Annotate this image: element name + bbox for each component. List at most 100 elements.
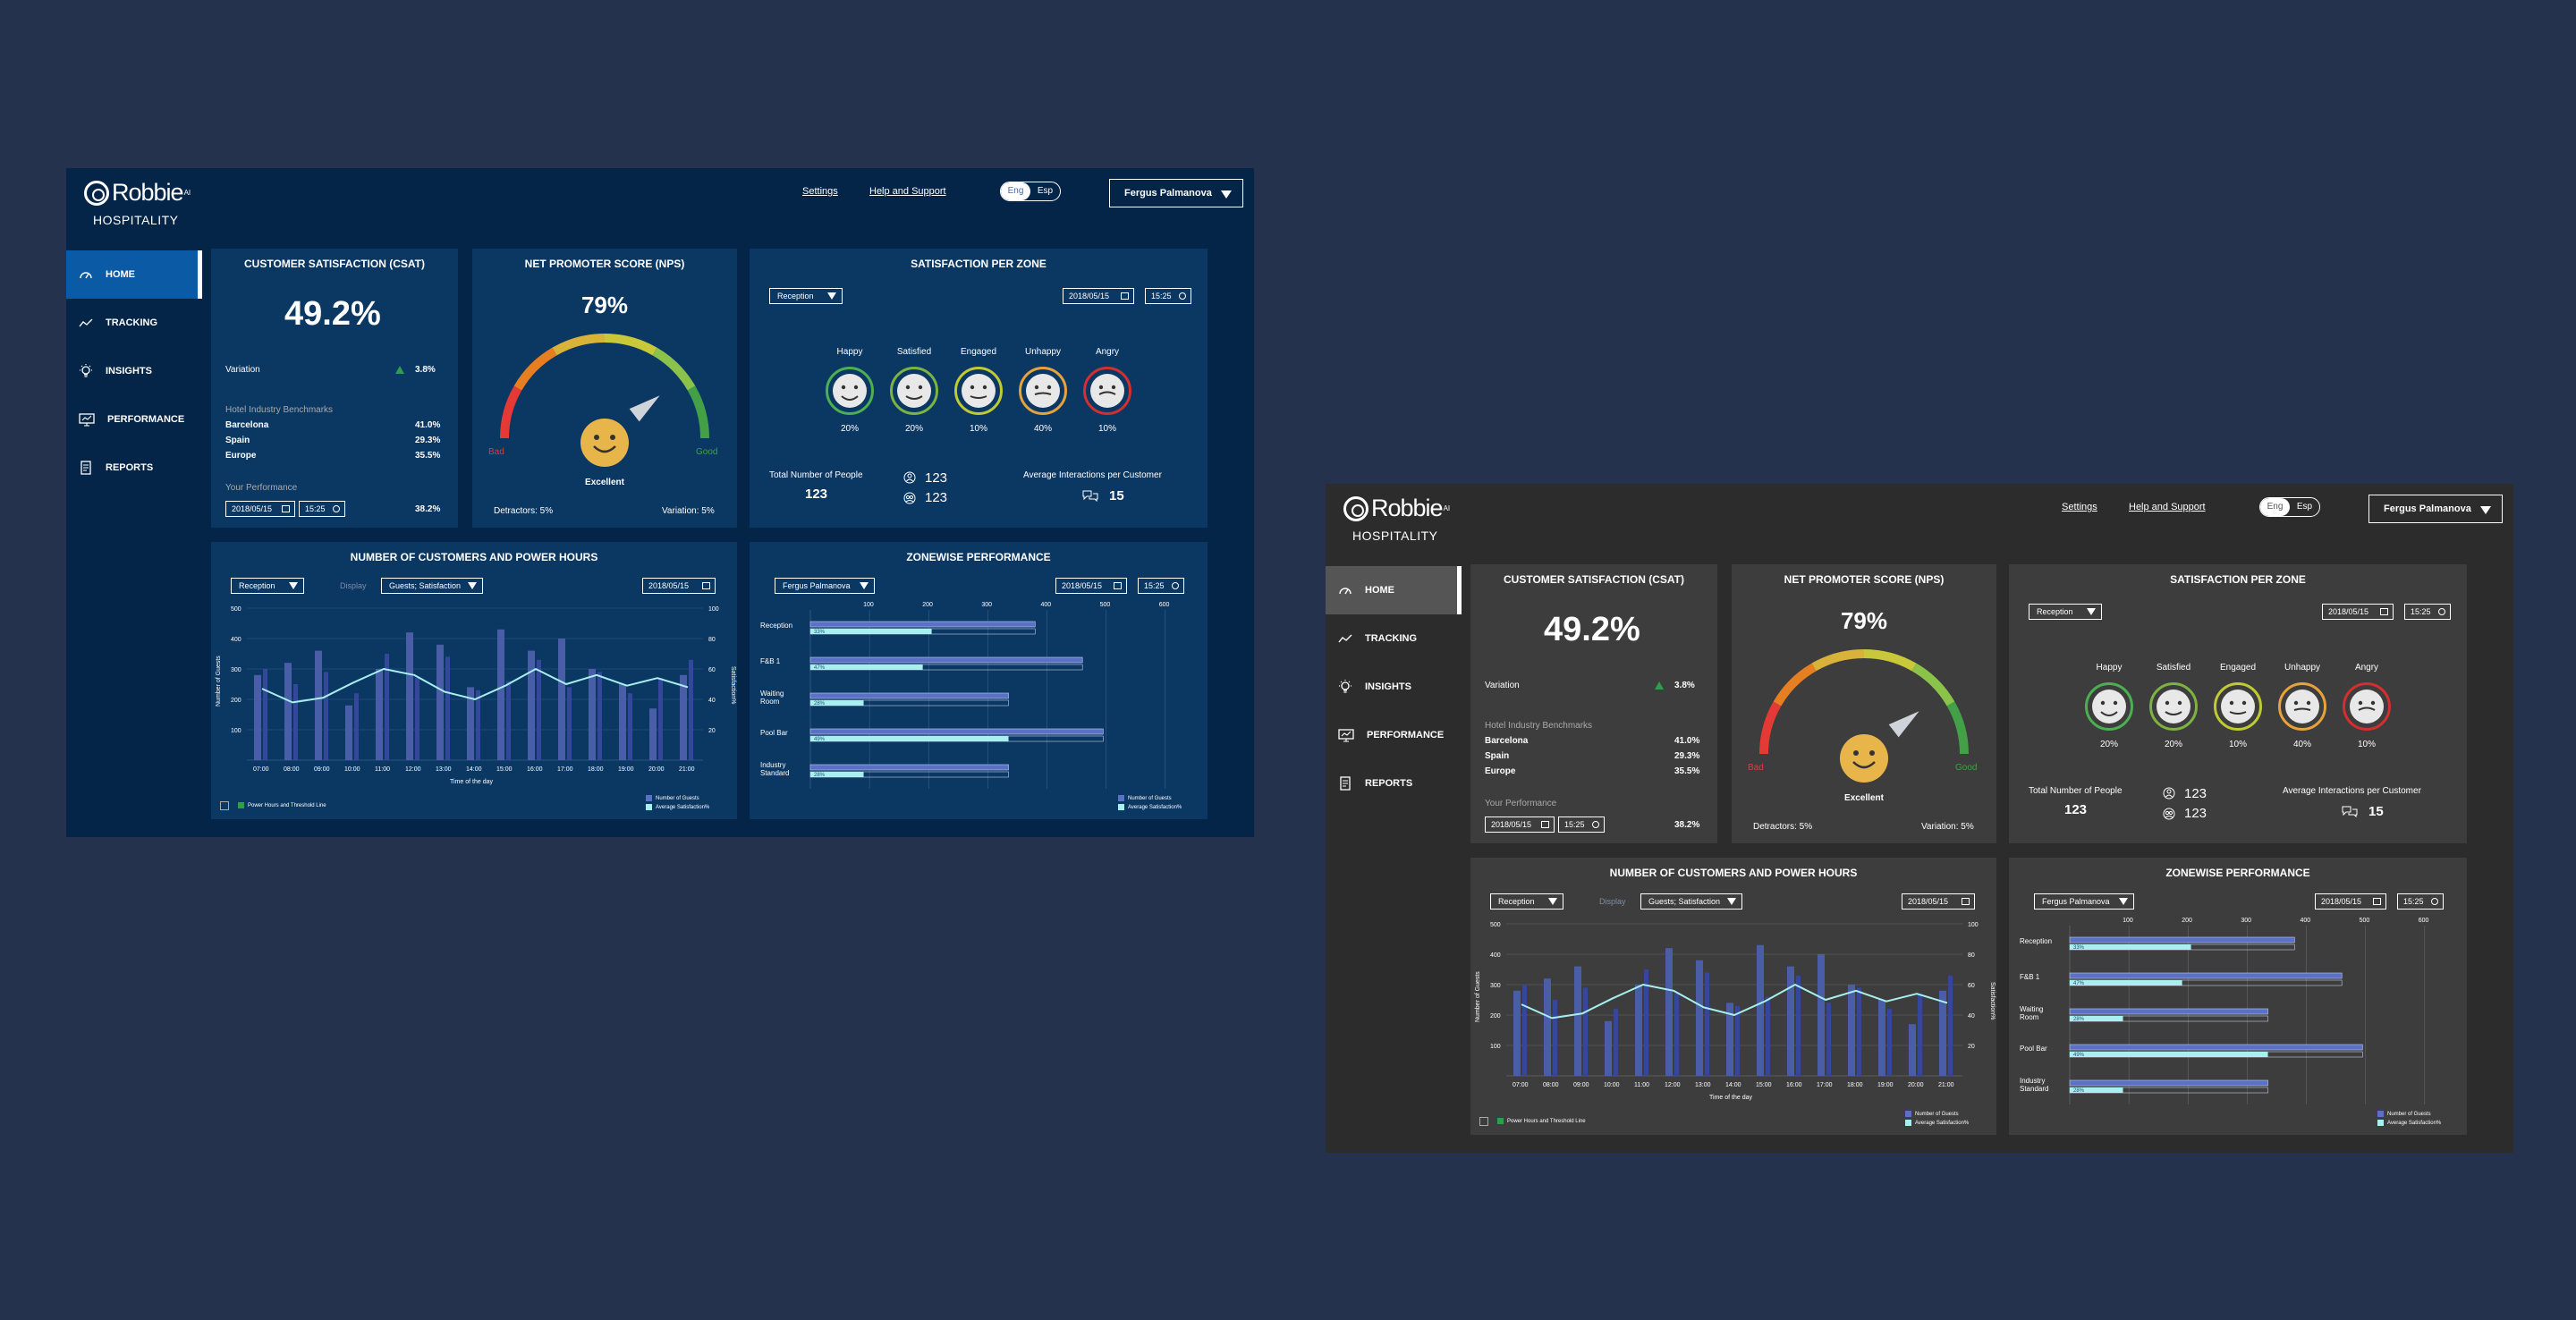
chevron-down-icon <box>827 292 836 300</box>
person-dropdown[interactable]: Fergus Palmanova <box>2034 893 2134 910</box>
sidebar-item-home[interactable]: HOME <box>1326 566 1462 614</box>
x-tick-label: 14:00 <box>1725 1082 1741 1088</box>
sidebar-item-performance[interactable]: PERFORMANCE <box>66 395 199 444</box>
sidebar-item-home[interactable]: HOME <box>66 250 202 299</box>
bar-guests <box>1726 1003 1733 1076</box>
time-picker[interactable]: 15:25 <box>1145 288 1191 304</box>
bar-guests <box>1605 1020 1612 1076</box>
bar-guests <box>315 650 322 760</box>
lang-esp-option[interactable]: Esp <box>1037 186 1054 196</box>
sidebar-item-label: TRACKING <box>1365 633 1418 644</box>
user-dropdown[interactable]: Fergus Palmanova <box>1109 179 1243 207</box>
product-subtitle: HOSPITALITY <box>93 213 179 227</box>
power-hours-checkbox[interactable] <box>220 801 229 810</box>
x-tick-label: 11:00 <box>1634 1082 1649 1088</box>
help-support-link[interactable]: Help and Support <box>2129 502 2206 512</box>
zonewise-panel: ZONEWISE PERFORMANCE Fergus Palmanova 20… <box>2009 858 2467 1135</box>
sidebar-item-tracking[interactable]: TRACKING <box>1326 614 1458 663</box>
language-toggle[interactable]: Eng Esp <box>2259 497 2320 517</box>
detractors-text: Detractors: 5% <box>494 506 554 516</box>
zone-dropdown[interactable]: Reception <box>769 288 843 304</box>
person-dropdown[interactable]: Fergus Palmanova <box>775 578 875 594</box>
face-eye <box>970 385 975 390</box>
variation-label: Variation <box>1485 681 1520 690</box>
dropdown-value: Reception <box>239 581 275 590</box>
category-label: Industry <box>760 761 785 769</box>
display-dropdown[interactable]: Guests; Satisfaction <box>1640 893 1742 910</box>
date-picker[interactable]: 2018/05/15 <box>1485 817 1555 833</box>
y2-tick-label: 20 <box>1968 1044 1975 1050</box>
bar-guests <box>619 684 626 760</box>
bar-guests-secondary <box>537 659 541 760</box>
face-drawing <box>2285 690 2319 723</box>
bar-guests-secondary <box>1705 972 1709 1076</box>
language-toggle[interactable]: Eng Esp <box>1000 182 1061 201</box>
bar-guests-secondary <box>597 672 602 760</box>
mood-label: Happy <box>836 347 863 357</box>
display-dropdown[interactable]: Guests; Satisfaction <box>381 578 483 594</box>
x-tick-label: 15:00 <box>496 766 513 773</box>
engaged-face-icon <box>2214 682 2262 731</box>
zonewise-title: ZONEWISE PERFORMANCE <box>906 551 1051 563</box>
settings-link[interactable]: Settings <box>2062 502 2097 512</box>
sidebar-item-reports[interactable]: REPORTS <box>1326 759 1458 808</box>
settings-link[interactable]: Settings <box>802 186 838 197</box>
chat-bubbles-icon <box>1082 490 1098 502</box>
bar-guests-secondary <box>567 687 572 760</box>
time-picker[interactable]: 15:25 <box>2404 604 2451 620</box>
mood-percent: 40% <box>1033 424 1052 434</box>
bar-guests-secondary <box>324 672 328 760</box>
y2-tick-label: 100 <box>708 606 719 613</box>
benchmark-value: 35.5% <box>415 451 441 461</box>
date-value: 2018/05/15 <box>1908 897 1949 906</box>
dropdown-value: Guests; Satisfaction <box>1648 897 1721 906</box>
user-dropdown[interactable]: Fergus Palmanova <box>2368 495 2503 523</box>
tick-label: 200 <box>231 698 242 704</box>
top-bar: Robbie AI HOSPITALITY Settings Help and S… <box>1326 484 2513 543</box>
lang-eng-option[interactable]: Eng <box>2260 498 2290 516</box>
x-tick-label: 12:00 <box>1665 1082 1681 1088</box>
bar-guests <box>528 650 535 760</box>
x-tick-label: 08:00 <box>284 766 300 773</box>
sidebar-item-tracking[interactable]: TRACKING <box>66 299 199 347</box>
sidebar-item-insights[interactable]: INSIGHTS <box>1326 663 1458 711</box>
power-hours-legend: Power Hours and Threshold Line <box>1497 1118 1586 1124</box>
csat-title: CUSTOMER SATISFACTION (CSAT) <box>244 258 425 270</box>
lang-esp-option[interactable]: Esp <box>2296 502 2313 512</box>
calendar-icon <box>1541 821 1549 828</box>
date-picker[interactable]: 2018/05/15 <box>642 578 716 594</box>
bar-guests <box>345 705 352 760</box>
date-picker[interactable]: 2018/05/15 <box>1902 893 1975 910</box>
face-fill <box>2350 690 2384 723</box>
date-picker[interactable]: 2018/05/15 <box>2322 604 2394 620</box>
help-support-link[interactable]: Help and Support <box>869 186 946 197</box>
date-picker[interactable]: 2018/05/15 <box>2315 893 2386 910</box>
time-picker[interactable]: 15:25 <box>1558 817 1605 833</box>
power-hours-checkbox[interactable] <box>1479 1117 1488 1126</box>
date-picker[interactable]: 2018/05/15 <box>225 501 295 517</box>
sidebar-item-insights[interactable]: INSIGHTS <box>66 347 199 395</box>
power-hours-title: NUMBER OF CUSTOMERS AND POWER HOURS <box>1609 867 1858 879</box>
date-picker[interactable]: 2018/05/15 <box>1063 288 1134 304</box>
x-tick-label: 09:00 <box>314 766 330 773</box>
legend-satisfaction: Average Satisfaction% <box>1905 1120 1969 1126</box>
zone-dropdown[interactable]: Reception <box>1490 893 1563 910</box>
robbie-logo-icon <box>1343 495 1368 521</box>
bar-guests-secondary <box>354 693 359 760</box>
time-picker[interactable]: 15:25 <box>1138 578 1184 594</box>
date-picker[interactable]: 2018/05/15 <box>1055 578 1127 594</box>
time-picker[interactable]: 15:25 <box>299 501 345 517</box>
x-tick-label: 16:00 <box>527 766 543 773</box>
gauge-segment <box>1759 701 1782 755</box>
lang-eng-option[interactable]: Eng <box>1001 182 1030 200</box>
zone-dropdown[interactable]: Reception <box>2029 604 2102 620</box>
sidebar-item-reports[interactable]: REPORTS <box>66 444 199 492</box>
category-label: Pool Bar <box>2020 1045 2047 1053</box>
zonewise-title: ZONEWISE PERFORMANCE <box>2165 867 2310 879</box>
time-picker[interactable]: 15:25 <box>2397 893 2444 910</box>
stat-value: 123 <box>925 470 948 486</box>
x-axis-title: Time of the day <box>1709 1095 1752 1101</box>
sidebar-item-performance[interactable]: PERFORMANCE <box>1326 711 1458 759</box>
bar-guests-secondary <box>1644 969 1648 1076</box>
zone-dropdown[interactable]: Reception <box>231 578 304 594</box>
